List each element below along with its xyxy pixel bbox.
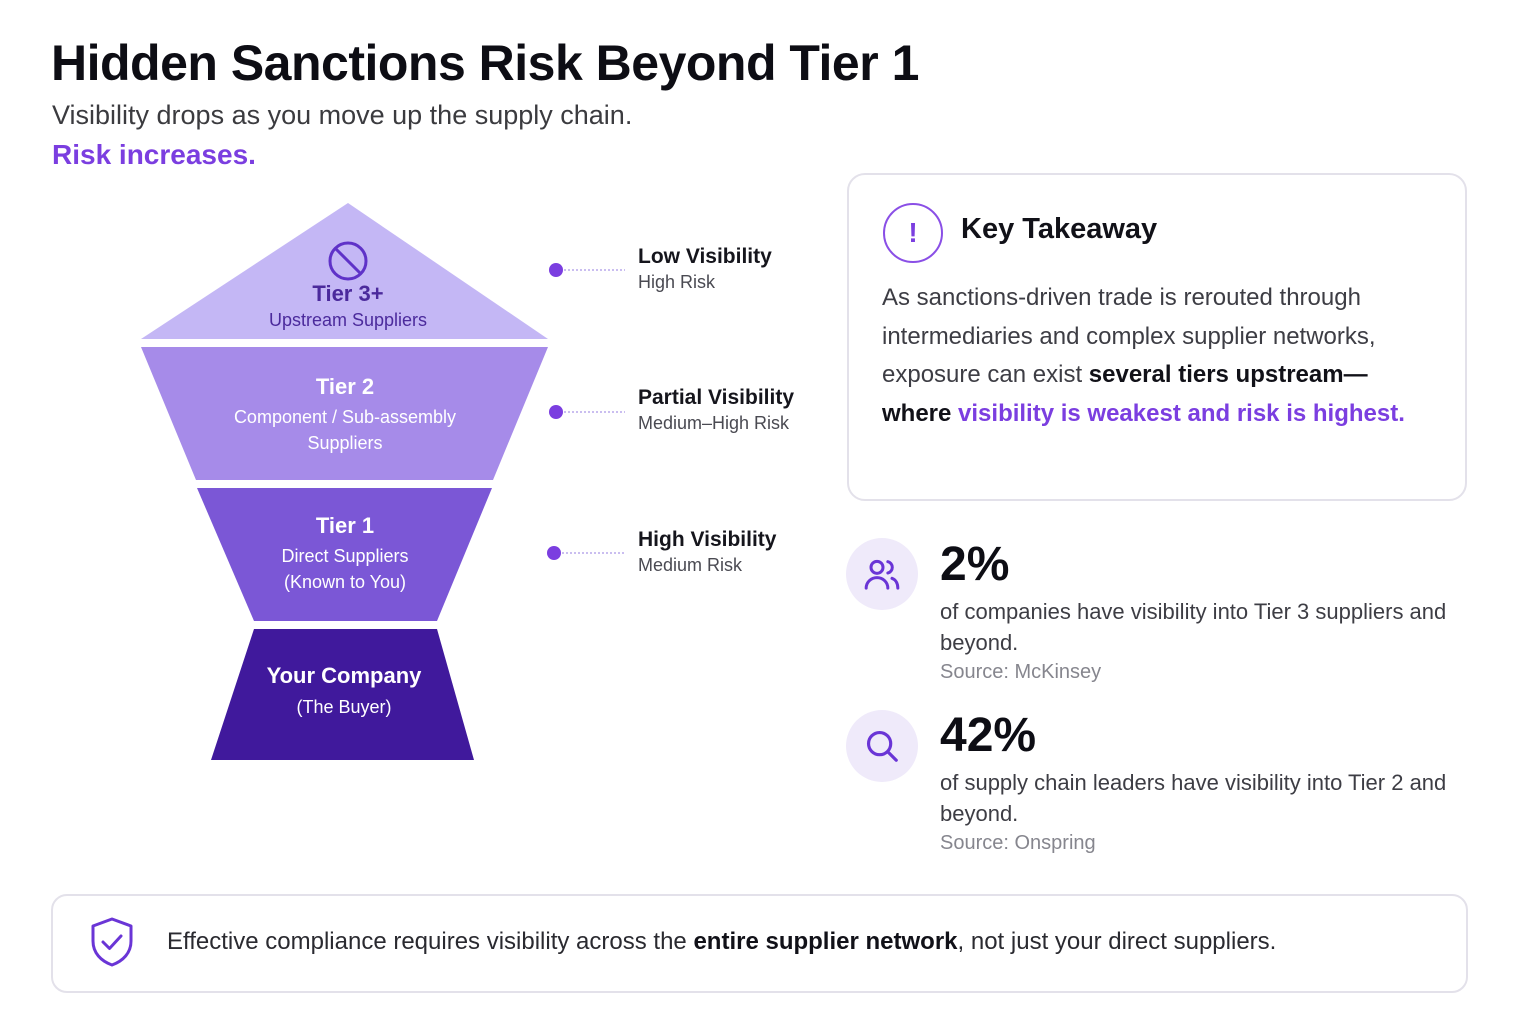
banner-text-bold: entire supplier network — [693, 928, 958, 955]
connector-high — [547, 546, 625, 560]
risk-level: Medium–High Risk — [638, 413, 790, 433]
stat-description: of companies have visibility into Tier 3… — [940, 599, 1447, 655]
key-takeaway-card: ! Key Takeaway As sanctions-driven trade… — [847, 173, 1467, 501]
takeaway-end: . — [1398, 399, 1405, 427]
tier-1-shape — [197, 488, 492, 621]
prohibited-icon — [328, 241, 368, 281]
visibility-title: High Visibility — [638, 528, 777, 551]
tier-desc: (Known to You) — [283, 572, 407, 592]
banner-text-after: , not just your direct suppliers. — [957, 928, 1277, 955]
connector-partial — [549, 405, 625, 419]
tier-desc: Component / Sub-assembly — [233, 407, 457, 427]
tier-desc: Direct Suppliers — [281, 546, 409, 566]
tier-name: Your Company — [266, 663, 422, 688]
tier-name: Tier 3+ — [312, 281, 384, 306]
stat-value: 2% — [940, 538, 1010, 591]
tier-desc: Suppliers — [307, 433, 383, 453]
visibility-title: Partial Visibility — [638, 386, 795, 409]
stat-description: of supply chain leaders have visibility … — [940, 770, 1447, 826]
tier-2-label: Tier 2 Component / Sub-assembly Supplier… — [195, 374, 495, 456]
users-icon — [846, 538, 918, 610]
stat-source: Source: Onspring — [940, 832, 1096, 854]
stat-source: Source: McKinsey — [940, 661, 1102, 683]
tier-2-shape — [141, 347, 548, 480]
tier-desc: Upstream Suppliers — [268, 310, 428, 330]
card-title: Key Takeaway — [961, 213, 1158, 245]
risk-level: High Risk — [638, 272, 716, 292]
your-company-shape — [211, 629, 474, 760]
tier-name: Tier 2 — [315, 374, 375, 399]
supply-chain-funnel — [141, 203, 625, 760]
takeaway-accent: visibility is weakest and risk is highes… — [958, 399, 1399, 427]
risk-level: Medium Risk — [638, 555, 743, 575]
takeaway-bold: several tiers upstream— where — [882, 361, 1368, 427]
stat-value: 42% — [940, 709, 1037, 762]
subtitle-accent: Risk increases. — [52, 139, 256, 170]
card-body: As sanctions-driven trade is rerouted th… — [882, 279, 1442, 433]
page-title: Hidden Sanctions Risk Beyond Tier 1 — [51, 35, 919, 91]
search-icon — [846, 710, 918, 782]
tier-1-label: Tier 1 Direct Suppliers (Known to You) — [220, 513, 470, 595]
banner-text: Effective compliance requires visibility… — [167, 928, 1276, 956]
visibility-title: Low Visibility — [638, 245, 772, 268]
page-subtitle: Visibility drops as you move up the supp… — [52, 100, 633, 130]
compliance-banner: Effective compliance requires visibility… — [51, 894, 1468, 993]
visibility-label-high: High Visibility Medium Risk — [638, 528, 776, 576]
your-company-label: Your Company (The Buyer) — [219, 663, 469, 720]
visibility-label-partial: Partial Visibility Medium–High Risk — [638, 386, 794, 434]
banner-text-before: Effective compliance requires visibility… — [167, 928, 694, 955]
shield-check-icon — [89, 916, 135, 973]
tier-name: Tier 1 — [315, 513, 375, 538]
takeaway-text: As sanctions-driven trade is rerouted th… — [882, 284, 1376, 388]
tier-3-shape — [141, 203, 548, 339]
connector-low — [549, 263, 625, 277]
exclamation-icon: ! — [883, 203, 943, 263]
tier-desc: (The Buyer) — [296, 697, 392, 717]
visibility-label-low: Low Visibility High Risk — [638, 245, 772, 293]
tier-3-label: Tier 3+ Upstream Suppliers — [248, 281, 448, 333]
